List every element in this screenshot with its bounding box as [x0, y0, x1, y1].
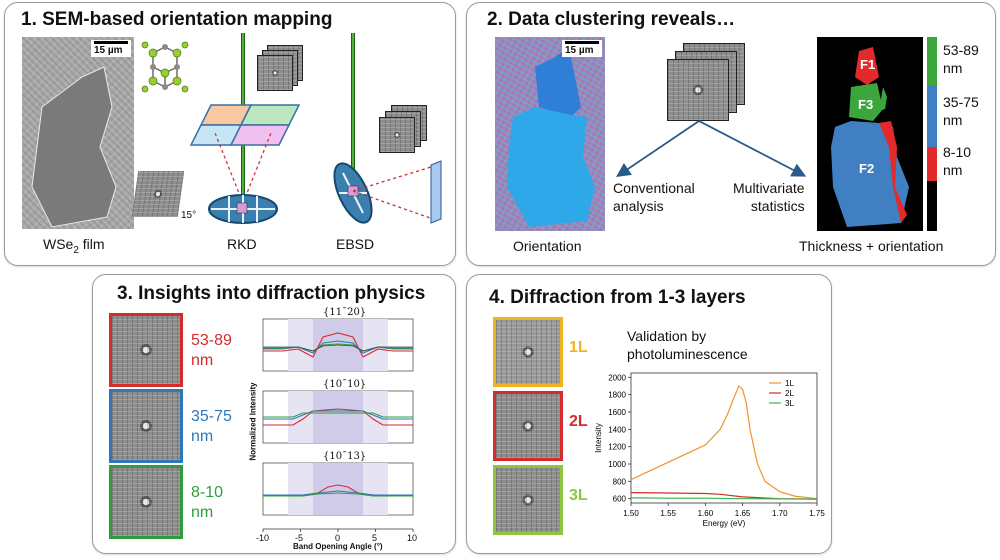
multivariate-statistics-label: Multivariate statistics [733, 180, 805, 214]
plot-title: {10¯10} [323, 379, 367, 390]
y-axis-label: Intensity [594, 423, 603, 453]
x-tick: 10 [407, 533, 418, 543]
panel-diffraction-layers: 4. Diffraction from 1-3 layers 1L 2L 3L … [466, 274, 832, 554]
ebsd-schematic [333, 33, 442, 224]
layer-label: 3L [569, 487, 588, 504]
x-tick-label: 1.70 [772, 509, 788, 518]
legend-label: 3L [785, 399, 794, 408]
layer-pattern-2l [493, 391, 563, 461]
pattern-stack-ebsd [379, 117, 415, 153]
legend-entry: 8-10 nm [943, 144, 972, 178]
y-tick-label: 600 [613, 495, 627, 504]
x-axis-label: Band Opening Angle (°) [293, 542, 383, 551]
x-tick: 5 [372, 533, 378, 543]
legend-entry: 35-75 nm [943, 94, 979, 128]
layer-pattern-3l [493, 465, 563, 535]
cluster-map-image: F1 F3 F2 [817, 37, 923, 231]
x-axis-label: Energy (eV) [703, 519, 746, 528]
conventional-analysis-label: Conventional analysis [613, 180, 695, 214]
legend-label: 1L [785, 379, 794, 388]
orientation-label: Orientation [513, 238, 582, 254]
thumb-8-10 [109, 465, 183, 539]
series-line-3L [630, 497, 818, 500]
layer-label: 1L [569, 339, 588, 356]
x-tick-label: 1.65 [735, 509, 751, 518]
plot-frame [630, 372, 818, 504]
band-profile-plots [262, 318, 414, 532]
cluster-label-f3: F3 [858, 97, 874, 112]
x-tick: 0 [335, 533, 341, 543]
x-tick-label: 1.75 [809, 509, 825, 518]
x-tick-label: 1.55 [660, 509, 676, 518]
x-tick: -10 [256, 533, 270, 543]
rkd-schematic [189, 33, 301, 224]
plot-title: {11¯20} [323, 307, 367, 318]
cluster-label-f2: F2 [859, 161, 875, 176]
y-tick-label: 800 [613, 477, 627, 486]
angle-label: 15° [181, 210, 197, 221]
y-tick-label: 1800 [608, 391, 626, 400]
thumb-label: 53-89 nm [191, 332, 232, 369]
y-tick-label: 2000 [608, 373, 626, 382]
legend-entry: 53-89 nm [943, 42, 979, 76]
scale-bar: 15 µm [91, 40, 131, 57]
pattern-stack [667, 59, 729, 121]
thumb-label: 8-10 nm [191, 484, 224, 521]
plot-title: {10¯13} [323, 451, 367, 462]
thumb-53-89 [109, 313, 183, 387]
panel-diffraction-physics: 3. Insights into diffraction physics 53-… [92, 274, 456, 554]
film-label: WSe2 film [43, 236, 105, 256]
orientation-map-image: 15 µm [495, 37, 605, 231]
ebsd-label: EBSD [336, 236, 375, 252]
cluster-label-f1: F1 [860, 57, 876, 72]
layer-pattern-1l [493, 317, 563, 387]
panel-title: 1. SEM-based orientation mapping [21, 9, 333, 30]
legend-label: 2L [785, 389, 794, 398]
rkd-label: RKD [227, 236, 257, 252]
panel-title: 3. Insights into diffraction physics [117, 283, 426, 304]
layer-label: 2L [569, 413, 588, 430]
panel-data-clustering: 2. Data clustering reveals… 15 µm Orient… [466, 2, 996, 266]
thickness-orientation-label: Thickness + orientation [799, 238, 944, 254]
pl-spectrum-chart: 1.50 1.55 1.60 1.65 1.70 1.75 600 800 1000 1200 14… [594, 372, 825, 528]
thumb-label: 35-75 nm [191, 408, 232, 445]
crystal-structure-icon [141, 41, 189, 93]
series-line-1L [630, 384, 818, 500]
thumb-35-75 [109, 389, 183, 463]
thickness-legend-bar [927, 37, 937, 231]
rkd-pattern-image [131, 171, 185, 217]
x-tick: -5 [295, 533, 304, 543]
sem-film-image: 15 µm [22, 37, 134, 229]
panel-sem-orientation-mapping: 1. SEM-based orientation mapping 15 µm W… [4, 2, 456, 266]
panel-title: 2. Data clustering reveals… [487, 9, 736, 30]
y-tick-label: 1000 [608, 460, 626, 469]
branch-arrows [616, 120, 807, 178]
validation-label: Validation by photoluminescence [627, 328, 748, 362]
y-tick-label: 1200 [608, 443, 626, 452]
x-tick-label: 1.50 [623, 509, 639, 518]
x-tick-label: 1.60 [698, 509, 714, 518]
y-tick-label: 1600 [608, 408, 626, 417]
y-tick-label: 1400 [608, 425, 626, 434]
y-axis-label: Normalized Intensity [248, 382, 258, 461]
panel-title: 4. Diffraction from 1-3 layers [489, 287, 746, 308]
pattern-stack-rkd [257, 55, 293, 91]
scale-bar: 15 µm [562, 40, 602, 57]
